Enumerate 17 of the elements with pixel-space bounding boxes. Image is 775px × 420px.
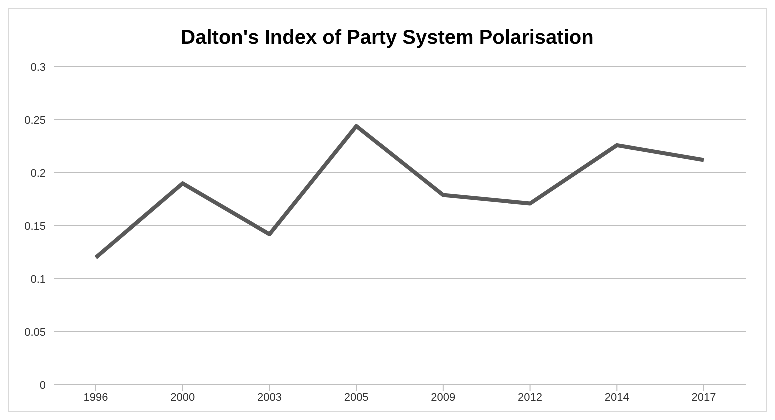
y-tick-label: 0.15 [24,220,46,233]
x-tick-label: 2000 [170,392,196,404]
x-tick-label: 2012 [518,392,543,404]
x-tick-label: 2005 [344,392,369,404]
x-tick-label: 2014 [604,392,630,404]
x-tick-label: 2017 [692,392,716,404]
y-tick-label: 0.3 [30,62,46,74]
y-tick-label: 0.05 [24,326,46,339]
line-series [94,124,706,260]
chart-title: Dalton's Index of Party System Polarisation [180,26,595,51]
y-tick-label: 0.25 [24,114,46,127]
y-tick-label: 0.1 [30,274,46,286]
x-tick-label: 1996 [84,392,108,404]
y-tick-label: 0.2 [30,168,46,180]
x-tick-label: 2003 [257,392,282,404]
x-tick-label: 2009 [431,392,456,404]
y-tick-label: 0 [40,380,46,392]
